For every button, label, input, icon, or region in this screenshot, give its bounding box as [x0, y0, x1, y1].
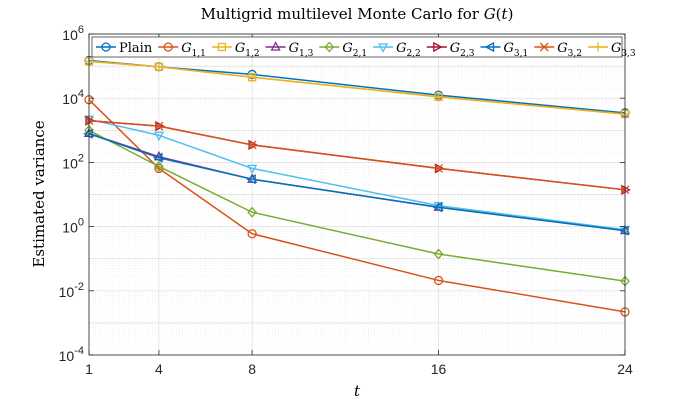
- x-tick-label: 24: [617, 361, 633, 377]
- data-point-g3-1: [432, 202, 443, 213]
- legend-marker-g3-3: [593, 42, 603, 52]
- data-point-g2-2: [153, 131, 164, 142]
- legend-marker-g3-2: [539, 42, 549, 52]
- legend-marker-g1-3: [270, 41, 281, 51]
- x-tick-label: 4: [155, 361, 163, 377]
- data-point-g3-3: [434, 92, 444, 102]
- legend-marker-g3-1: [484, 41, 495, 53]
- y-tick-label: 100: [62, 217, 84, 236]
- series-g1-1: [84, 95, 630, 317]
- legend-item-g3-1: G3,1: [480, 41, 529, 59]
- legend-label-g2-1: G2,1: [342, 41, 367, 59]
- legend-label-plain: Plain: [119, 41, 153, 56]
- legend-label-g3-3: G3,3: [611, 41, 636, 59]
- series-line-g2-2: [88, 118, 626, 231]
- ticks: 1 4 8 16 24 10-4 10-2 100 102 104 106: [59, 24, 633, 377]
- series-g3-2: [84, 116, 630, 195]
- y-tick-label: 102: [62, 152, 84, 171]
- legend-box: [91, 36, 623, 58]
- data-point-g2-1: [433, 248, 444, 260]
- y-axis-label: Estimated variance: [30, 120, 48, 267]
- series-layer: [83, 55, 631, 317]
- plot-area-frame: [88, 33, 626, 356]
- series-g3-1: [83, 128, 629, 236]
- series-line-g3-1: [88, 133, 626, 232]
- legend-item-plain: Plain: [96, 41, 153, 56]
- data-point-g3-3: [247, 72, 257, 82]
- legend-item-g2-2: G2,2: [373, 41, 421, 59]
- legend-label-g2-3: G2,3: [450, 41, 475, 59]
- legend-item-g1-2: G1,2: [211, 41, 260, 59]
- data-point-g2-1: [154, 160, 164, 172]
- data-point-g3-2: [247, 140, 257, 150]
- legend-item-g1-3: G1,3: [265, 41, 314, 59]
- data-point-g2-3: [85, 115, 95, 126]
- legend-item-g2-3: G2,3: [426, 41, 475, 59]
- x-tick-label: 16: [431, 361, 447, 377]
- legend-item-g2-1: G2,1: [319, 41, 367, 59]
- legend-item-g3-2: G3,2: [534, 41, 582, 59]
- data-point-g2-2: [247, 164, 258, 175]
- data-point-g3-1: [246, 174, 256, 185]
- legend-marker-plain: [101, 42, 111, 52]
- legend-label-g1-1: G1,1: [181, 41, 206, 59]
- data-point-g3-1: [619, 225, 629, 236]
- legend-label-g3-2: G3,2: [557, 41, 582, 59]
- legend: Plain G1,1 G1,2 G1,3 G2,1 G2,2 G2,3 G3,1 G3,2 G3,…: [91, 36, 636, 59]
- series-line-g1-3: [88, 132, 626, 232]
- data-point-g3-2: [154, 121, 164, 131]
- y-tick-label: 106: [62, 24, 84, 43]
- y-tick-label: 104: [62, 88, 84, 107]
- series-g2-1: [84, 124, 630, 287]
- series-line-g2-1: [88, 129, 626, 282]
- legend-marker-g2-2: [377, 43, 389, 53]
- legend-label-g1-2: G1,2: [235, 41, 260, 59]
- legend-label-g1-3: G1,3: [289, 41, 314, 59]
- chart-title: Multigrid multilevel Monte Carlo for G(t…: [201, 5, 514, 23]
- legend-marker-g2-1: [324, 41, 335, 53]
- legend-item-g1-1: G1,1: [158, 41, 206, 59]
- x-tick-label: 1: [85, 361, 93, 377]
- legend-marker-g1-2: [217, 42, 227, 52]
- series-line-g1-1: [88, 99, 626, 313]
- data-point-g1-1: [433, 275, 444, 286]
- data-point-g2-1: [247, 206, 258, 218]
- data-point-g1-1: [247, 229, 257, 239]
- legend-item-g3-3: G3,3: [587, 41, 636, 59]
- legend-marker-g2-3: [433, 41, 443, 53]
- x-tick-label: 8: [248, 361, 256, 377]
- legend-label-g3-1: G3,1: [504, 41, 529, 59]
- data-point-g3-2: [434, 163, 444, 173]
- y-tick-label: 10-4: [59, 345, 84, 364]
- data-point-g3-3: [154, 62, 164, 72]
- data-point-g3-1: [153, 152, 163, 163]
- data-point-g3-1: [83, 128, 93, 139]
- y-tick-label: 10-2: [59, 281, 84, 300]
- x-axis-label: t: [354, 382, 361, 400]
- legend-marker-g1-1: [163, 42, 173, 52]
- legend-label-g2-2: G2,2: [396, 41, 421, 59]
